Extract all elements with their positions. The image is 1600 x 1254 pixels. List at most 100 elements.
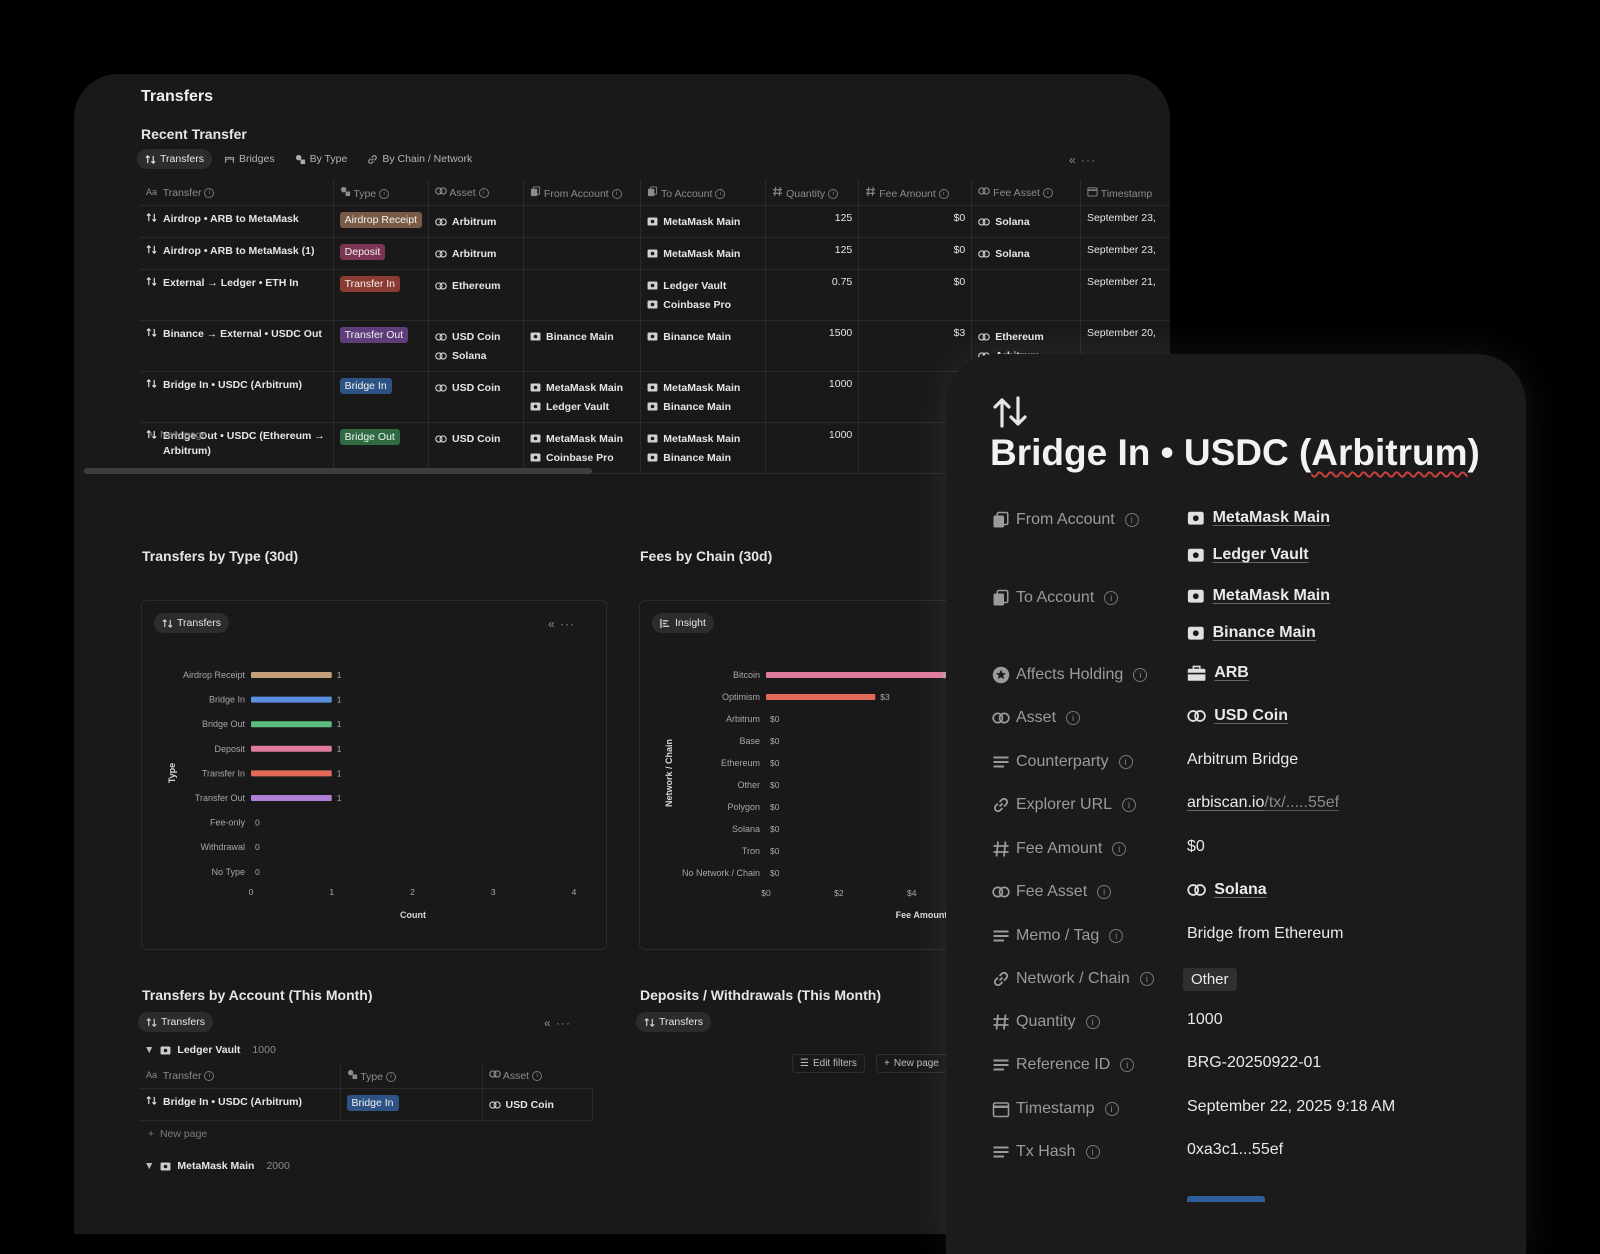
prop-label-reference-id[interactable]: Reference ID i xyxy=(992,1056,1135,1074)
tab-bridges[interactable]: Bridges xyxy=(216,149,283,169)
prop-value-to-account[interactable]: MetaMask Main xyxy=(1187,587,1330,605)
quantity-cell[interactable]: 0.75 xyxy=(765,269,860,321)
group-ledger-vault[interactable]: ▼ Ledger Vault 1000 xyxy=(144,1044,276,1056)
prop-label-memo-tag[interactable]: Memo / Tag i xyxy=(992,927,1124,945)
prop-label-fee-amount[interactable]: Fee Amount i xyxy=(992,840,1127,858)
from-account-cell[interactable] xyxy=(523,269,642,321)
prop-value-timestamp[interactable]: September 22, 2025 9:18 AM xyxy=(1187,1098,1396,1115)
fee-amount-cell[interactable]: $0 xyxy=(858,205,973,238)
timestamp-cell[interactable]: September 23, xyxy=(1080,237,1170,270)
to-account-cell[interactable]: MetaMask Main Binance Main xyxy=(640,422,767,474)
type-cell[interactable]: Bridge In xyxy=(333,371,430,423)
column-header-type[interactable]: Type i xyxy=(340,1063,483,1089)
group-metamask-main[interactable]: ▼ MetaMask Main 2000 xyxy=(144,1160,290,1172)
prop-label-network-chain[interactable]: Network / Chain i xyxy=(992,970,1154,988)
table-row[interactable]: Airdrop • ARB to MetaMask (1) Deposit Ar… xyxy=(140,237,1170,270)
prop-label-to-account[interactable]: To Account i xyxy=(992,589,1119,607)
prop-label-tx-hash[interactable]: Tx Hash i xyxy=(992,1143,1100,1161)
prop-value-quantity[interactable]: 1000 xyxy=(1187,1011,1223,1028)
prop-value-counterparty[interactable]: Arbitrum Bridge xyxy=(1187,751,1299,768)
to-account-cell[interactable]: Binance Main xyxy=(640,320,767,372)
type-cell[interactable]: Bridge Out xyxy=(333,422,430,474)
table-row[interactable]: Airdrop • ARB to MetaMask Airdrop Receip… xyxy=(140,205,1170,238)
asset-cell[interactable]: USD Coin xyxy=(428,422,524,474)
prop-label-asset[interactable]: Asset i xyxy=(992,709,1081,727)
from-account-cell[interactable]: Binance Main xyxy=(523,320,642,372)
account-view-pill[interactable]: Transfers xyxy=(138,1012,213,1032)
prop-value-reference-id[interactable]: BRG-20250922-01 xyxy=(1187,1054,1322,1071)
bar[interactable] xyxy=(251,795,332,801)
prop-value-tx-hash[interactable]: 0xa3c1...55ef xyxy=(1187,1141,1284,1158)
detail-title[interactable]: Bridge In • USDC (Arbitrum) xyxy=(990,432,1480,473)
table-row[interactable]: Bridge In • USDC (Arbitrum) Bridge In US… xyxy=(140,1088,593,1121)
page-icon-arrows-updown[interactable] xyxy=(992,394,1028,435)
column-header-fee-asset[interactable]: Fee Asset i xyxy=(971,180,1081,206)
prop-label-quantity[interactable]: Quantity i xyxy=(992,1013,1100,1031)
column-header-transfer[interactable]: Aa Transfer i xyxy=(140,1063,341,1089)
new-page-button[interactable]: + New page xyxy=(148,429,208,441)
asset-cell[interactable]: Ethereum xyxy=(428,269,524,321)
fee-amount-cell[interactable]: $3 xyxy=(858,320,973,372)
column-header-quantity[interactable]: Quantity i xyxy=(765,180,860,206)
type-cell[interactable]: Deposit xyxy=(333,237,430,270)
from-account-cell[interactable]: MetaMask Main Ledger Vault xyxy=(523,371,642,423)
deposits-view-pill[interactable]: Transfers xyxy=(636,1012,711,1032)
prop-label-from-account[interactable]: From Account i xyxy=(992,511,1139,529)
transfer-name-cell[interactable]: External → Ledger • ETH In xyxy=(140,269,334,321)
to-account-cell[interactable]: Ledger Vault Coinbase Pro xyxy=(640,269,767,321)
asset-cell[interactable]: Arbitrum xyxy=(428,237,524,270)
prop-label-fee-asset[interactable]: Fee Asset i xyxy=(992,883,1112,901)
action-button[interactable] xyxy=(1187,1196,1265,1202)
tab-transfers[interactable]: Transfers xyxy=(137,149,212,169)
timestamp-cell[interactable]: September 21, xyxy=(1080,269,1170,321)
tab-by-type[interactable]: By Type xyxy=(287,149,356,169)
prop-value-from-account[interactable]: MetaMask Main xyxy=(1187,509,1330,527)
fee-asset-cell[interactable]: Solana xyxy=(971,237,1081,270)
quantity-cell[interactable]: 125 xyxy=(765,205,860,238)
prop-label-timestamp[interactable]: Timestamp i xyxy=(992,1100,1119,1118)
tab-by-chain-network[interactable]: By Chain / Network xyxy=(359,149,480,169)
quantity-cell[interactable]: 125 xyxy=(765,237,860,270)
to-account-cell[interactable]: MetaMask Main xyxy=(640,237,767,270)
fee-asset-cell[interactable]: Solana xyxy=(971,205,1081,238)
prop-value-explorer-url[interactable]: arbiscan.io/tx/.....55ef xyxy=(1187,794,1340,811)
to-account-cell[interactable]: MetaMask Main Binance Main xyxy=(640,371,767,423)
column-header-asset[interactable]: Asset i xyxy=(482,1063,592,1089)
column-header-to-account[interactable]: To Account i xyxy=(640,180,767,206)
prop-label-affects-holding[interactable]: Affects Holding i xyxy=(992,666,1148,684)
prop-label-counterparty[interactable]: Counterparty i xyxy=(992,753,1133,771)
transfer-name-cell[interactable]: Airdrop • ARB to MetaMask (1) xyxy=(140,237,334,270)
timestamp-cell[interactable]: September 23, xyxy=(1080,205,1170,238)
column-header-timestamp[interactable]: Timestamp xyxy=(1080,180,1170,206)
from-account-cell[interactable]: MetaMask Main Coinbase Pro xyxy=(523,422,642,474)
column-header-from-account[interactable]: From Account i xyxy=(523,180,642,206)
type-cell[interactable]: Transfer In xyxy=(333,269,430,321)
column-header-fee-amount[interactable]: Fee Amount i xyxy=(858,180,973,206)
account-new-page-button[interactable]: + New page xyxy=(148,1128,208,1140)
column-header-asset[interactable]: Asset i xyxy=(428,180,524,206)
edit-filters-button[interactable]: ☰ Edit filters xyxy=(792,1054,865,1073)
transfer-name-cell[interactable]: Bridge Out • USDC (Ethereum → Arbitrum) xyxy=(140,422,334,474)
view-controls[interactable]: « ··· xyxy=(1069,153,1096,167)
type-chart-view-pill[interactable]: Transfers xyxy=(154,613,229,633)
prop-label-explorer-url[interactable]: Explorer URL i xyxy=(992,796,1137,814)
from-account-cell[interactable] xyxy=(523,237,642,270)
bar[interactable] xyxy=(251,721,332,728)
horizontal-scrollbar[interactable] xyxy=(84,468,592,474)
quantity-cell[interactable]: 1000 xyxy=(765,422,860,474)
bar[interactable] xyxy=(251,745,332,752)
prop-value-from-account[interactable]: Ledger Vault xyxy=(1187,546,1309,564)
type-cell[interactable]: Transfer Out xyxy=(333,320,430,372)
prop-value-memo-tag[interactable]: Bridge from Ethereum xyxy=(1187,925,1344,942)
column-header-type[interactable]: Type i xyxy=(333,180,430,206)
asset-cell[interactable]: USD Coin Solana xyxy=(428,320,524,372)
transfer-name-cell[interactable]: Binance → External • USDC Out xyxy=(140,320,334,372)
prop-value-fee-asset[interactable]: Solana xyxy=(1187,881,1267,899)
from-account-cell[interactable] xyxy=(523,205,642,238)
table-row[interactable]: Binance → External • USDC Out Transfer O… xyxy=(140,320,1170,372)
fee-amount-cell[interactable]: $0 xyxy=(858,237,973,270)
fee-asset-cell[interactable] xyxy=(971,269,1081,321)
type-cell[interactable]: Airdrop Receipt xyxy=(333,205,430,238)
prop-value-affects-holding[interactable]: ARB xyxy=(1187,664,1249,682)
bar[interactable] xyxy=(251,672,332,678)
